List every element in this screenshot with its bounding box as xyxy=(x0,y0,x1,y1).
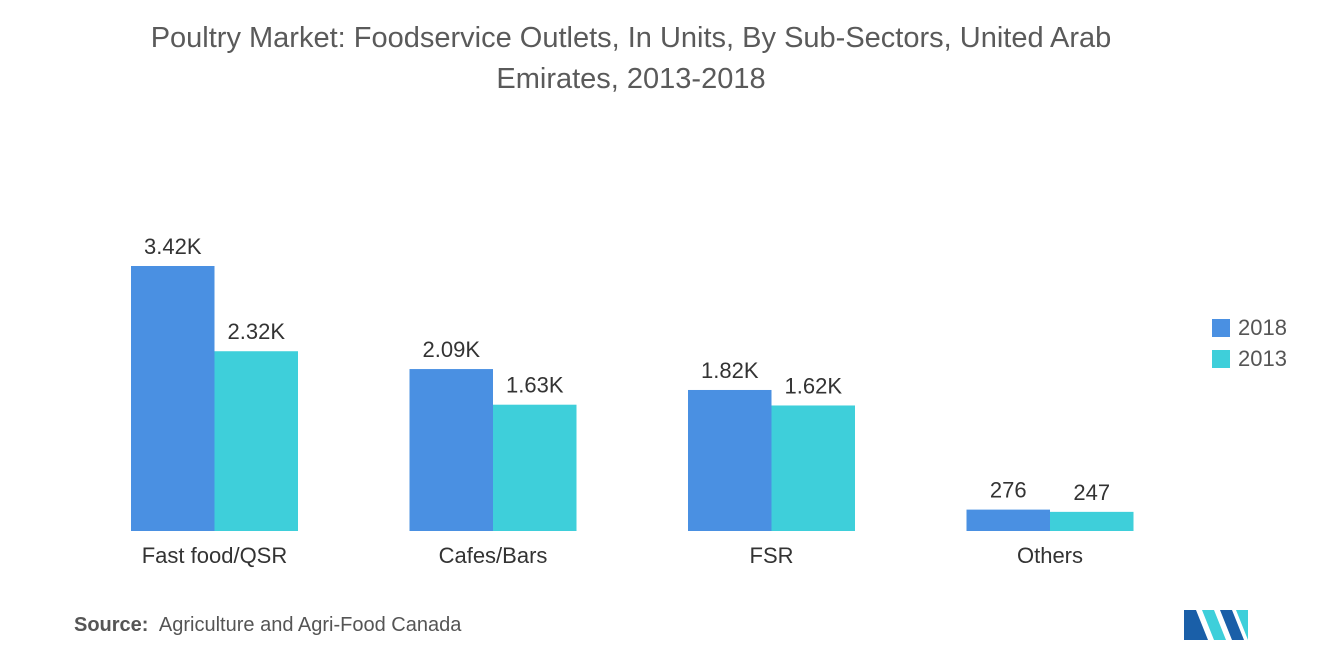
source-note: Source: Agriculture and Agri-Food Canada xyxy=(74,614,461,637)
legend-label-2013: 2013 xyxy=(1238,345,1287,371)
bar-2013-2 xyxy=(771,405,855,531)
mordor-intelligence-logo-icon xyxy=(1184,610,1248,640)
legend-swatch-2018 xyxy=(1212,318,1230,337)
source-label: Source: xyxy=(74,614,149,636)
x-tick-label-2: FSR xyxy=(750,543,794,568)
data-label-2018-2: 1.82K xyxy=(701,358,759,383)
legend-item-2013: 2013 xyxy=(1212,343,1287,374)
x-tick-label-3: Others xyxy=(1017,543,1083,568)
legend: 2018 2013 xyxy=(1212,312,1287,374)
bar-2018-0 xyxy=(131,266,215,531)
chart-title-line-1: Poultry Market: Foodservice Outlets, In … xyxy=(150,22,1112,54)
source-text: Agriculture and Agri-Food Canada xyxy=(158,614,462,636)
bar-2013-1 xyxy=(493,404,577,531)
x-tick-label-0: Fast food/QSR xyxy=(142,543,288,568)
data-label-2018-3: 276 xyxy=(990,478,1027,503)
legend-swatch-2013 xyxy=(1212,349,1230,368)
legend-label-2018: 2018 xyxy=(1238,314,1287,340)
data-label-2013-3: 247 xyxy=(1073,480,1110,505)
bar-2018-2 xyxy=(688,389,772,531)
data-label-2013-2: 1.62K xyxy=(785,373,843,398)
legend-item-2018: 2018 xyxy=(1212,312,1287,343)
data-label-2018-1: 2.09K xyxy=(423,337,481,362)
bar-2013-0 xyxy=(214,351,298,531)
bar-2018-1 xyxy=(409,369,493,531)
bar-2013-3 xyxy=(1050,511,1134,531)
data-label-2018-0: 3.42K xyxy=(144,234,202,259)
x-tick-label-1: Cafes/Bars xyxy=(439,543,548,568)
data-label-2013-1: 1.63K xyxy=(506,373,564,398)
data-label-2013-0: 2.32K xyxy=(228,319,286,344)
bar-2018-3 xyxy=(966,509,1050,531)
chart-title-line-2: Emirates, 2013-2018 xyxy=(496,63,766,95)
chart-title: Poultry Market: Foodservice Outlets, In … xyxy=(0,18,1262,100)
